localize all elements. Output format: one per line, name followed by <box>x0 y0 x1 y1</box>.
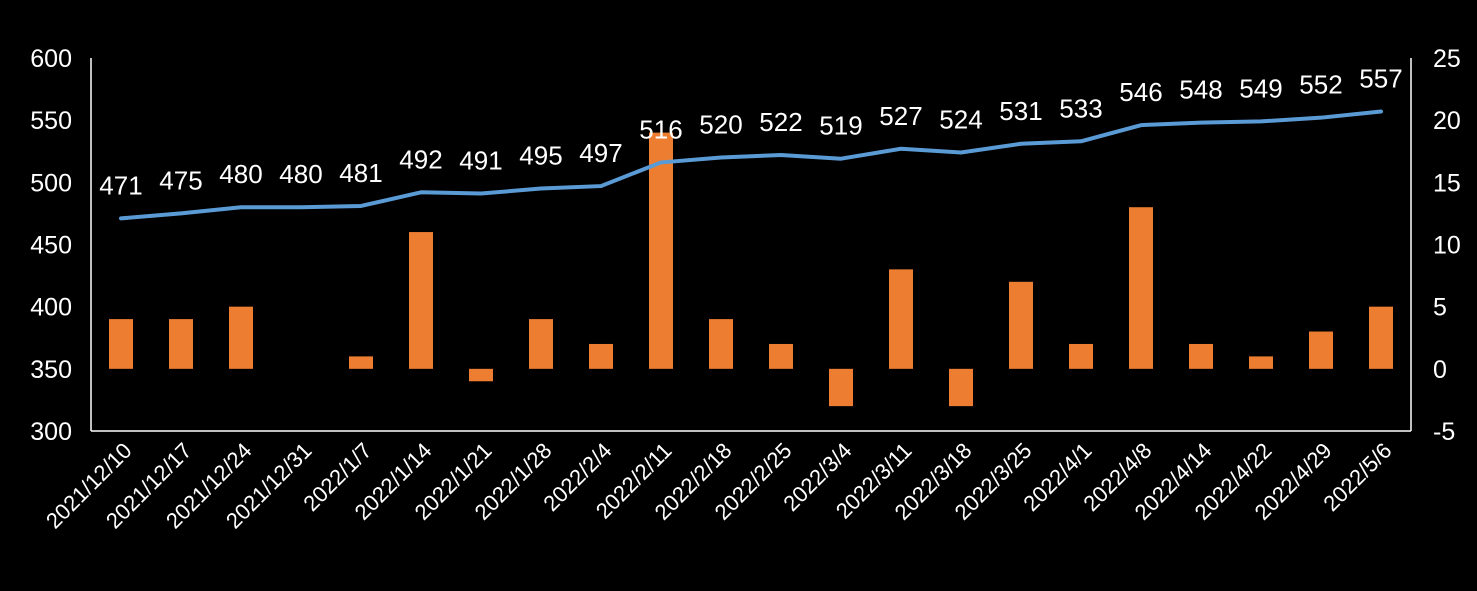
left-axis-tick-label: 300 <box>30 418 72 446</box>
bar <box>109 319 133 369</box>
bar <box>169 319 193 369</box>
bar <box>1069 343 1093 369</box>
left-axis-tick-label: 600 <box>30 45 72 73</box>
line-data-label: 522 <box>759 107 802 137</box>
left-axis-tick-label: 450 <box>30 232 72 260</box>
bar <box>889 269 913 369</box>
bar <box>229 306 253 369</box>
line-series <box>119 109 1383 221</box>
left-axis-tick-label: 500 <box>30 169 72 197</box>
right-axis-ticks: -5 0 5 10 15 20 25 <box>1433 45 1461 446</box>
bar <box>949 368 973 407</box>
left-axis-tick-label: 550 <box>30 107 72 135</box>
bar <box>1189 343 1213 369</box>
bar <box>589 343 613 369</box>
line-data-label: 524 <box>939 104 982 134</box>
data-labels: 471 475 480 480 481 492 491 495 497 516 520 522 519 5… <box>99 63 1402 200</box>
line-data-label: 533 <box>1059 93 1102 123</box>
x-axis-ticks: 2021/12/102021/12/172021/12/242021/12/31… <box>41 438 1397 534</box>
right-axis-tick-label: 15 <box>1433 169 1461 197</box>
left-axis-ticks: 300 350 400 450 500 550 600 <box>30 45 72 446</box>
bar <box>649 132 673 369</box>
right-axis-tick-label: 5 <box>1433 294 1447 322</box>
line-data-label: 516 <box>639 114 682 144</box>
line-data-label: 480 <box>219 159 262 189</box>
right-axis-tick-label: 0 <box>1433 356 1447 384</box>
line-data-label: 475 <box>159 165 202 195</box>
line-data-label: 527 <box>879 101 922 131</box>
line-data-label: 552 <box>1299 70 1342 100</box>
left-axis-tick-label: 400 <box>30 294 72 322</box>
bar <box>1309 331 1333 369</box>
line-data-label: 549 <box>1239 73 1282 103</box>
line-data-label: 497 <box>579 138 622 168</box>
line-data-label: 531 <box>999 96 1042 126</box>
right-axis-tick-label: 25 <box>1433 45 1461 73</box>
line-data-label: 495 <box>519 141 562 171</box>
left-axis-tick-label: 350 <box>30 356 72 384</box>
line-data-label: 546 <box>1119 77 1162 107</box>
line-data-label: 492 <box>399 144 442 174</box>
bar <box>1369 306 1393 369</box>
bar <box>1129 207 1153 369</box>
bar <box>1249 356 1273 369</box>
bar <box>529 319 553 369</box>
line-data-label: 548 <box>1179 75 1222 105</box>
bar <box>829 368 853 407</box>
right-axis-tick-label: -5 <box>1433 418 1455 446</box>
bar <box>409 232 433 369</box>
line-data-label: 557 <box>1359 63 1402 93</box>
right-axis-tick-label: 10 <box>1433 232 1461 260</box>
line-data-label: 481 <box>339 158 382 188</box>
line-data-label: 491 <box>459 146 502 176</box>
line-data-label: 471 <box>99 170 142 200</box>
bar <box>709 319 733 369</box>
bar <box>769 343 793 369</box>
line-data-label: 519 <box>819 111 862 141</box>
bar-series <box>109 132 1393 407</box>
bar <box>349 356 373 369</box>
right-axis-tick-label: 20 <box>1433 107 1461 135</box>
bar <box>469 368 493 382</box>
line-data-label: 480 <box>279 159 322 189</box>
bar <box>1009 281 1033 369</box>
line-data-label: 520 <box>699 109 742 139</box>
